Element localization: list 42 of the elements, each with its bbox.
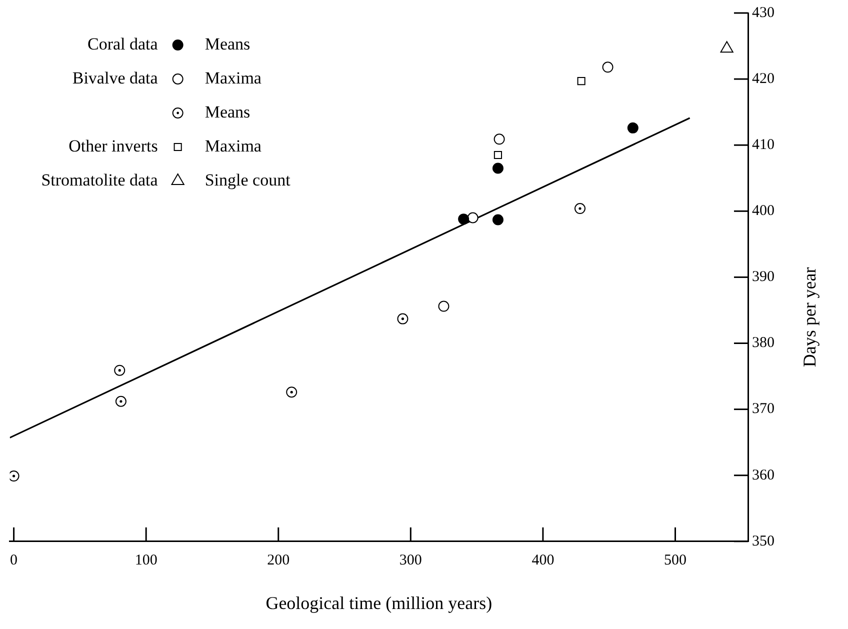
point — [10, 470, 20, 482]
legend-label: Maxima — [204, 136, 262, 156]
point — [602, 62, 614, 73]
x-tick-label: 300 — [399, 552, 422, 568]
legend-label: Means — [204, 102, 250, 122]
point — [438, 300, 450, 312]
x-tick-label: 200 — [267, 552, 290, 568]
point — [397, 313, 408, 324]
y-axis-title: Days per year — [800, 267, 820, 368]
x-tick-label: 400 — [532, 552, 554, 568]
x-tick-label: 500 — [664, 552, 686, 568]
y-tick-label: 430 — [752, 4, 774, 21]
point — [492, 162, 504, 174]
y-tick-label: 420 — [752, 70, 774, 87]
point — [115, 396, 126, 407]
legend-label: Single count — [204, 170, 291, 190]
annotation: Bivalve data — [72, 68, 158, 88]
legend-label: Maxima — [204, 68, 262, 88]
y-tick-label: 380 — [752, 335, 774, 352]
point — [574, 203, 586, 214]
y-tick-label: 410 — [752, 137, 774, 154]
point — [494, 150, 502, 160]
point — [467, 212, 478, 224]
point — [114, 364, 126, 376]
legend-label: Means — [204, 34, 250, 54]
point — [627, 122, 638, 134]
point — [492, 214, 504, 226]
y-tick-label: 360 — [752, 467, 774, 484]
x-tick-label: 100 — [134, 552, 158, 568]
point — [577, 76, 586, 86]
point — [458, 214, 470, 225]
y-tick-label: 400 — [752, 203, 774, 220]
annotation: Stromatolite data — [41, 170, 158, 190]
annotation: Other inverts — [68, 136, 158, 156]
y-tick-label: 370 — [752, 401, 774, 418]
x-tick-label: 0 — [10, 552, 18, 568]
y-tick-label: 390 — [752, 269, 774, 286]
point — [286, 386, 298, 398]
x-axis-title: Geological time (million years) — [266, 592, 492, 613]
point — [494, 134, 505, 145]
y-tick-label: 350 — [752, 533, 774, 550]
annotation: Coral data — [87, 34, 158, 54]
